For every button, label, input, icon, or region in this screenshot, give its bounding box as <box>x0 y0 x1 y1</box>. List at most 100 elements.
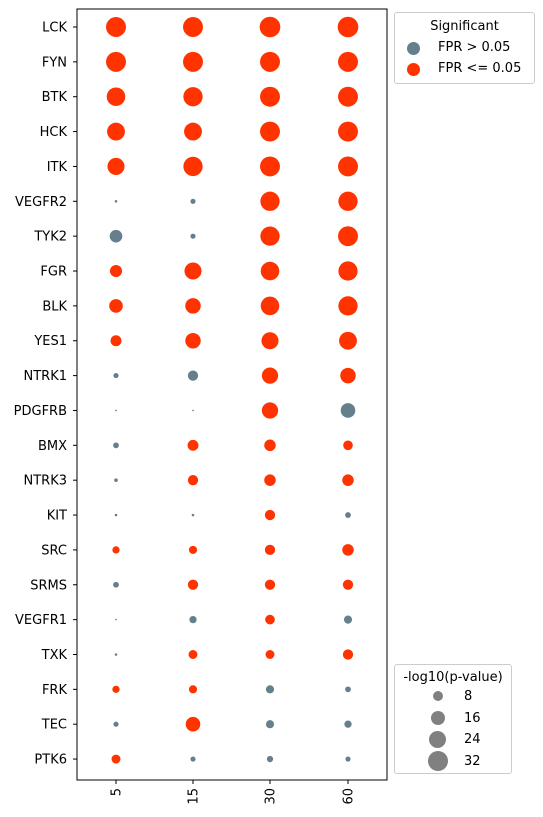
dot-vegfr2-5 <box>114 200 118 203</box>
y-tick-label-srms: SRMS <box>30 578 67 593</box>
dot-fgr-60 <box>338 261 358 281</box>
dot-fyn-5 <box>106 51 126 72</box>
dot-fgr-30 <box>260 261 280 281</box>
data-points <box>106 16 359 764</box>
dot-src-15 <box>188 545 198 554</box>
y-tick-label-btk: BTK <box>42 90 68 105</box>
dot-ntrk1-5 <box>113 373 119 379</box>
dot-itk-5 <box>107 157 125 175</box>
y-axis: LCK FYN BTK HCK ITK VEGFR2 TYK2 FGR BLK YES1 NTRK1… <box>14 21 77 768</box>
y-tick-label-vegfr1: VEGFR1 <box>15 613 67 628</box>
dot-pdgfrb-60 <box>340 403 356 418</box>
dot-ptk6-60 <box>345 756 351 762</box>
dot-vegfr2-30 <box>260 191 280 211</box>
dot-hck-5 <box>107 122 125 141</box>
significance-legend-marker-not-significant <box>407 42 420 55</box>
y-tick-label-ptk6: PTK6 <box>34 753 67 768</box>
dot-ntrk3-15 <box>187 475 199 486</box>
size-legend-marker-16 <box>431 711 445 725</box>
dot-blk-5 <box>109 299 123 313</box>
dot-pdgfrb-30 <box>261 402 279 419</box>
y-tick-label-yes1: YES1 <box>33 334 67 349</box>
dot-tyk2-60 <box>338 226 358 247</box>
dot-fyn-30 <box>260 51 280 72</box>
size-legend-label-32: 32 <box>464 754 481 769</box>
x-tick-label-30: 30 <box>264 788 279 805</box>
dot-vegfr1-60 <box>343 615 353 624</box>
dot-bmx-5 <box>113 442 119 449</box>
dot-yes1-15 <box>185 333 201 349</box>
dot-fgr-15 <box>184 262 202 280</box>
plot-area-frame <box>76 8 388 781</box>
y-tick-label-blk: BLK <box>42 299 67 314</box>
y-tick-label-ntrk3: NTRK3 <box>24 474 68 489</box>
y-tick-label-vegfr2: VEGFR2 <box>15 195 67 210</box>
dot-itk-15 <box>183 156 203 177</box>
significance-legend-label-not-significant: FPR > 0.05 <box>438 40 511 55</box>
dot-blk-15 <box>185 298 201 314</box>
dot-kit-5 <box>114 513 118 517</box>
size-legend-marker-8 <box>433 691 443 701</box>
dot-ntrk1-15 <box>187 370 199 381</box>
y-tick-label-tec: TEC <box>41 718 67 733</box>
dot-lck-60 <box>337 16 359 38</box>
dot-ntrk3-30 <box>264 474 276 486</box>
dot-itk-30 <box>260 156 280 177</box>
dot-fyn-60 <box>338 51 358 72</box>
dot-frk-5 <box>112 685 120 693</box>
dot-fyn-15 <box>183 51 203 72</box>
size-legend-title: -log10(p-value) <box>403 670 503 685</box>
dot-srms-60 <box>342 579 354 590</box>
size-legend-label-8: 8 <box>464 689 473 704</box>
y-tick-label-tyk2: TYK2 <box>33 230 67 245</box>
y-tick-label-pdgfrb: PDGFRB <box>14 404 67 419</box>
dot-src-30 <box>264 544 276 556</box>
dot-vegfr2-60 <box>338 191 358 211</box>
dot-txk-30 <box>265 650 275 659</box>
y-tick-label-kit: KIT <box>47 509 67 524</box>
dot-lck-15 <box>183 17 203 37</box>
dot-blk-60 <box>338 296 358 316</box>
dot-yes1-5 <box>110 335 122 347</box>
dot-btk-5 <box>106 87 126 106</box>
y-tick-label-frk: FRK <box>42 683 68 698</box>
dot-pdgfrb-15 <box>192 409 194 412</box>
dot-ntrk3-60 <box>342 474 354 486</box>
dot-yes1-30 <box>261 332 279 350</box>
significance-legend-marker-significant <box>407 63 420 76</box>
dot-tec-60 <box>344 720 352 728</box>
pvalue-size-legend: -log10(p-value) 8 16 24 32 <box>394 664 512 774</box>
dot-btk-30 <box>260 86 280 107</box>
dot-lck-5 <box>106 17 126 37</box>
dot-txk-60 <box>342 649 354 660</box>
dot-hck-15 <box>184 122 202 141</box>
size-legend-marker-24 <box>429 731 446 748</box>
dot-ptk6-15 <box>190 756 196 762</box>
x-tick-label-60: 60 <box>342 788 357 805</box>
dot-tec-30 <box>265 720 275 729</box>
dot-srms-30 <box>264 579 276 590</box>
dot-txk-15 <box>188 650 198 659</box>
dot-tyk2-15 <box>190 233 196 239</box>
dot-frk-30 <box>265 685 275 694</box>
size-legend-marker-32 <box>428 751 448 771</box>
dot-blk-30 <box>260 296 280 316</box>
dot-bmx-15 <box>187 439 199 451</box>
dot-itk-60 <box>338 156 358 177</box>
dot-btk-15 <box>183 87 203 107</box>
dot-src-5 <box>112 546 120 554</box>
dot-src-60 <box>342 544 354 556</box>
y-tick-label-bmx: BMX <box>38 439 67 454</box>
dot-tyk2-30 <box>260 226 280 246</box>
dot-btk-60 <box>338 86 358 107</box>
dot-ptk6-5 <box>111 754 121 764</box>
dot-hck-30 <box>260 121 280 142</box>
dot-vegfr2-15 <box>190 198 196 204</box>
y-tick-label-ntrk1: NTRK1 <box>24 369 68 384</box>
dot-bmx-60 <box>343 440 353 451</box>
dot-tec-15 <box>185 716 201 732</box>
dot-tec-5 <box>113 721 119 727</box>
dot-hck-60 <box>338 121 358 142</box>
dot-bmx-30 <box>264 439 276 452</box>
